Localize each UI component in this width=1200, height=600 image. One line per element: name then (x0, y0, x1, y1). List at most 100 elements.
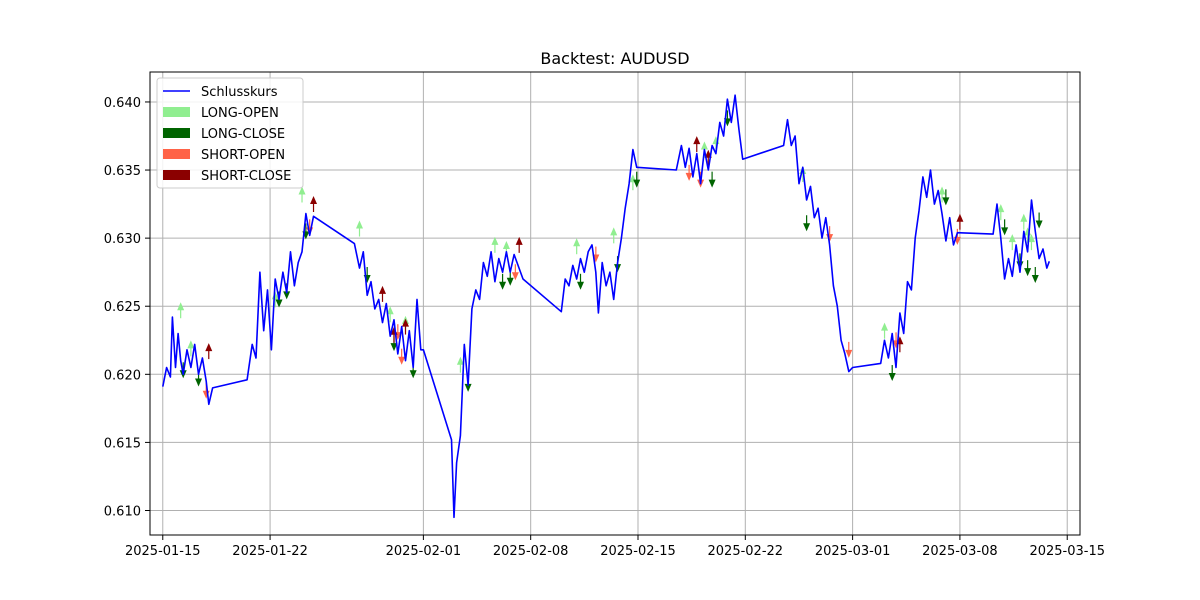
signal-marker-long-close (888, 365, 896, 382)
signal-arrow-head (1031, 274, 1039, 283)
signal-arrow-head (708, 179, 716, 188)
signal-marker-long-open (386, 306, 394, 323)
signal-arrow-head (610, 227, 618, 236)
y-tick-label: 0.610 (104, 504, 141, 519)
signal-arrow-head (633, 179, 641, 188)
signal-marker-long-open (881, 322, 889, 339)
signal-marker-long-open (938, 186, 946, 203)
signal-marker-long-close (633, 171, 641, 188)
signal-arrow-head (1027, 234, 1035, 243)
signal-marker-long-close (708, 171, 716, 188)
signal-arrow-head (379, 285, 386, 294)
series-line-schlusskurs (162, 94, 1051, 519)
signal-arrow-head (398, 356, 406, 365)
signal-arrow-head (1001, 227, 1009, 236)
signal-arrow-head (938, 186, 946, 195)
signal-arrow-head (187, 340, 195, 349)
signal-arrow-head (685, 172, 693, 181)
signal-arrow-head (356, 220, 364, 229)
signal-marker-long-close (1035, 212, 1043, 229)
signal-marker-long-close (499, 273, 507, 290)
signal-arrow-head (464, 383, 472, 392)
signal-arrow-head (195, 378, 203, 387)
signal-arrow-head (573, 238, 581, 247)
signal-marker-long-open (1008, 234, 1016, 251)
signal-arrow-head (499, 281, 507, 290)
signal-arrow-head (409, 370, 417, 379)
signal-marker-short-close (515, 236, 523, 253)
legend-label: SHORT-CLOSE (201, 169, 291, 184)
x-tick-label: 2025-01-22 (232, 544, 308, 559)
signal-marker-long-close (803, 215, 811, 232)
signal-marker-long-open (187, 340, 195, 357)
x-tick-label: 2025-03-01 (815, 544, 891, 559)
legend-box (156, 77, 304, 189)
plot-frame (149, 71, 1081, 536)
legend-patch-swatch (163, 107, 190, 117)
y-tick-label: 0.635 (104, 164, 141, 179)
signal-marker-short-open (845, 341, 853, 358)
signal-marker-long-open (491, 236, 499, 253)
x-axis: 2025-01-15 2025-01-22 2025-02-01 2025-02-08… (125, 535, 1105, 559)
signal-marker-short-open (511, 264, 519, 281)
signal-arrow-head (881, 322, 889, 331)
signal-marker-long-open (298, 186, 306, 203)
signal-marker-short-close (379, 285, 386, 302)
signal-marker-long-close (1024, 260, 1032, 277)
signal-marker-long-close (1001, 219, 1009, 236)
signal-arrow-head (942, 197, 950, 206)
signal-arrow-head (577, 281, 585, 290)
legend-patch-swatch (163, 170, 190, 180)
legend-label: Schlusskurs (201, 85, 278, 100)
signal-arrow-head (502, 240, 510, 249)
signal-marker-long-open (1027, 234, 1035, 251)
x-tick-label: 2025-01-15 (125, 544, 201, 559)
signal-arrow-head (693, 136, 701, 145)
signal-marker-long-open (573, 238, 581, 255)
signal-arrow-head (401, 318, 409, 327)
legend-patch-swatch (163, 149, 190, 159)
signal-marker-long-open (1020, 213, 1028, 230)
signal-marker-long-close (942, 189, 950, 206)
signal-marker-long-open (997, 204, 1005, 221)
signal-arrow-head (888, 373, 896, 382)
y-tick-label: 0.625 (104, 300, 141, 315)
legend-label: LONG-CLOSE (201, 127, 285, 142)
signal-arrow-head (1020, 213, 1028, 222)
signal-marker-long-open (356, 220, 364, 237)
signal-arrow-head (700, 141, 708, 150)
signal-marker-long-close (577, 273, 585, 290)
signal-arrow-head (956, 213, 964, 222)
chart-title: Backtest: AUDUSD (540, 49, 689, 68)
grid (150, 72, 1080, 535)
signal-marker-short-close (310, 196, 318, 213)
x-tick-label: 2025-02-22 (708, 544, 784, 559)
x-tick-label: 2025-02-01 (386, 544, 462, 559)
signal-arrow-head (1008, 234, 1016, 243)
signal-arrow-head (506, 277, 514, 286)
signal-arrow-head (515, 236, 523, 245)
signal-marker-short-close (205, 343, 213, 360)
signal-marker-short-close (693, 136, 701, 153)
y-tick-label: 0.620 (104, 368, 141, 383)
signal-arrow-head (456, 356, 464, 365)
signal-arrow-head (275, 299, 283, 308)
signal-arrow-head (390, 343, 398, 352)
signal-marker-short-open (685, 164, 693, 181)
legend-patch-swatch (163, 128, 190, 138)
signal-arrow-head (997, 204, 1005, 213)
signal-marker-long-open (456, 356, 464, 373)
x-tick-label: 2025-03-08 (922, 544, 998, 559)
signal-arrow-head (491, 236, 499, 245)
series-layer (162, 94, 1051, 519)
y-tick-label: 0.615 (104, 436, 141, 451)
legend-label: SHORT-OPEN (201, 148, 285, 163)
y-axis: 0.610 0.615 0.620 0.625 0.630 0.635 0.640 (104, 96, 150, 519)
x-tick-label: 2025-03-15 (1029, 544, 1105, 559)
x-tick-label: 2025-02-15 (600, 544, 676, 559)
signal-marker-long-close (1031, 266, 1039, 283)
signal-arrow-head (177, 302, 185, 311)
signal-marker-short-open (398, 348, 406, 365)
signal-arrow-head (386, 306, 394, 315)
